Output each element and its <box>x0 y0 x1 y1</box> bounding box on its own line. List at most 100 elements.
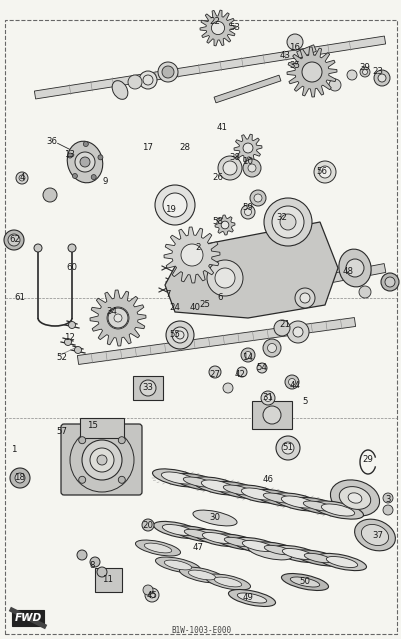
Circle shape <box>247 164 255 172</box>
Text: 57: 57 <box>57 427 67 436</box>
Circle shape <box>273 320 289 336</box>
Circle shape <box>318 166 330 178</box>
Ellipse shape <box>293 497 342 514</box>
Circle shape <box>346 70 356 80</box>
Ellipse shape <box>263 545 291 555</box>
Circle shape <box>243 143 252 153</box>
Text: 58: 58 <box>212 217 223 226</box>
Text: 38: 38 <box>229 153 240 162</box>
Text: 42: 42 <box>234 371 245 380</box>
Ellipse shape <box>282 548 313 560</box>
Ellipse shape <box>161 472 194 484</box>
Circle shape <box>288 378 295 385</box>
Polygon shape <box>286 47 336 97</box>
Circle shape <box>244 351 251 358</box>
Circle shape <box>384 277 394 287</box>
Circle shape <box>8 234 20 246</box>
Text: 40: 40 <box>189 304 200 312</box>
Circle shape <box>377 74 385 82</box>
Circle shape <box>74 346 81 353</box>
Circle shape <box>118 436 125 443</box>
Ellipse shape <box>213 481 262 498</box>
Circle shape <box>275 436 299 460</box>
Text: 26: 26 <box>212 174 223 183</box>
Ellipse shape <box>155 557 200 573</box>
Text: 3: 3 <box>384 495 390 505</box>
Text: 39: 39 <box>358 63 369 72</box>
Circle shape <box>180 244 203 266</box>
Text: B1W-1003-E000: B1W-1003-E000 <box>170 626 231 635</box>
Circle shape <box>253 194 261 202</box>
Circle shape <box>172 327 188 343</box>
Circle shape <box>249 190 265 206</box>
Text: 33: 33 <box>142 383 153 392</box>
Bar <box>251 401 291 429</box>
Ellipse shape <box>338 249 370 287</box>
Text: 28: 28 <box>179 144 190 153</box>
Ellipse shape <box>183 477 212 487</box>
Ellipse shape <box>174 526 221 542</box>
Bar <box>133 376 162 400</box>
Circle shape <box>158 62 178 82</box>
Text: 2: 2 <box>195 243 200 252</box>
Circle shape <box>80 157 90 167</box>
Text: 51: 51 <box>282 443 293 452</box>
Text: 43: 43 <box>279 50 290 59</box>
Ellipse shape <box>202 532 233 544</box>
Ellipse shape <box>317 553 366 571</box>
Text: 17: 17 <box>142 144 153 153</box>
Polygon shape <box>296 45 316 58</box>
Circle shape <box>207 260 242 296</box>
Circle shape <box>82 440 122 480</box>
Circle shape <box>382 505 392 515</box>
Ellipse shape <box>241 488 274 500</box>
Circle shape <box>264 394 271 401</box>
Text: 36: 36 <box>47 137 57 146</box>
Circle shape <box>79 436 85 443</box>
Text: 7: 7 <box>165 291 170 300</box>
Text: 56: 56 <box>316 167 327 176</box>
Text: 29: 29 <box>362 456 373 465</box>
Circle shape <box>142 519 154 531</box>
Text: 16: 16 <box>289 43 300 52</box>
Text: FWD: FWD <box>14 613 42 623</box>
Polygon shape <box>215 215 235 235</box>
Text: 4: 4 <box>19 174 25 183</box>
Ellipse shape <box>320 504 354 516</box>
Text: 32: 32 <box>276 213 287 222</box>
Ellipse shape <box>162 525 193 535</box>
Circle shape <box>281 442 293 454</box>
Circle shape <box>223 161 237 175</box>
Ellipse shape <box>184 529 211 539</box>
Circle shape <box>15 473 25 483</box>
Text: 59: 59 <box>242 203 253 213</box>
Ellipse shape <box>224 537 251 547</box>
Ellipse shape <box>135 540 180 556</box>
Circle shape <box>221 221 228 229</box>
Circle shape <box>373 70 389 86</box>
Text: 23: 23 <box>372 68 383 77</box>
Circle shape <box>166 321 194 349</box>
Circle shape <box>328 79 340 91</box>
Text: 49: 49 <box>242 594 253 603</box>
Ellipse shape <box>326 557 357 567</box>
Ellipse shape <box>152 469 203 487</box>
Polygon shape <box>164 222 337 318</box>
Circle shape <box>241 348 254 362</box>
Ellipse shape <box>228 590 275 606</box>
Polygon shape <box>233 134 261 162</box>
Text: 9: 9 <box>102 178 107 187</box>
Polygon shape <box>164 227 219 283</box>
Circle shape <box>271 206 303 238</box>
Circle shape <box>279 214 295 230</box>
Ellipse shape <box>164 560 191 570</box>
Text: 12: 12 <box>64 334 75 343</box>
Polygon shape <box>200 10 235 46</box>
Text: 62: 62 <box>10 236 20 245</box>
Circle shape <box>118 476 125 483</box>
Text: 21: 21 <box>279 321 290 330</box>
Circle shape <box>128 75 142 89</box>
Ellipse shape <box>205 574 250 590</box>
Polygon shape <box>241 263 385 300</box>
Circle shape <box>380 273 398 291</box>
